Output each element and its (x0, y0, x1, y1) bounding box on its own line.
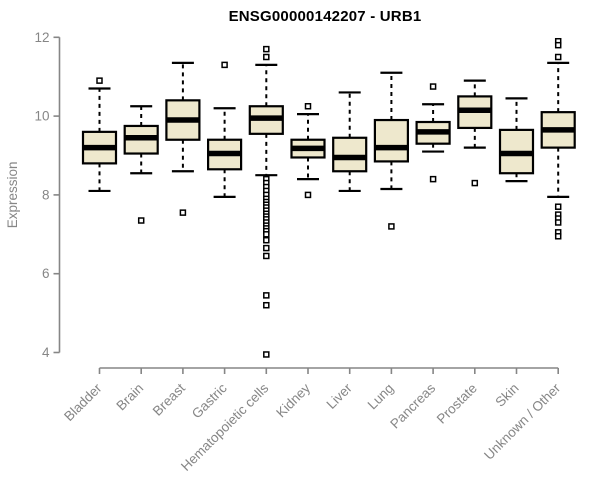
y-tick-label: 6 (42, 266, 50, 281)
outlier-point (554, 219, 562, 226)
outlier-point (263, 231, 270, 238)
chart-title: ENSG00000142207 - URB1 (228, 8, 422, 25)
outlier-point (263, 53, 270, 61)
box-rect (373, 118, 409, 163)
box-group (373, 71, 409, 230)
y-tick-label: 4 (42, 345, 50, 360)
x-tick-label: Pancreas (387, 380, 438, 431)
outlier-point (304, 103, 312, 110)
box-group (540, 37, 576, 240)
box-group (81, 77, 118, 193)
outlier-point (429, 83, 437, 90)
x-tick-label: Lung (365, 381, 397, 413)
box-group (248, 45, 284, 358)
outlier-point (471, 179, 479, 187)
box-rect (332, 136, 368, 173)
x-tick-label: Unknown / Other (481, 380, 564, 463)
x-tick-label: Prostate (434, 381, 480, 427)
outlier-point (554, 41, 562, 49)
y-tick-label: 10 (34, 109, 49, 124)
box-group (207, 61, 243, 198)
box-group (165, 61, 201, 216)
box-group (498, 97, 535, 183)
outlier-point (263, 244, 270, 252)
x-tick-label: Gastric (189, 380, 230, 421)
y-tick-label: 12 (34, 30, 49, 45)
outlier-point (263, 236, 270, 244)
outlier-point (554, 233, 562, 240)
x-tick-label: Kidney (273, 380, 313, 420)
x-tick-label: Skin (492, 381, 521, 410)
box-group (332, 91, 368, 193)
outlier-point (554, 203, 562, 210)
outlier-point (263, 301, 270, 309)
x-tick-label: Brain (113, 381, 146, 414)
box-group (457, 79, 493, 187)
y-axis-title: Expression (5, 162, 20, 229)
outlier-point (96, 77, 103, 84)
x-tick-label: Bladder (61, 380, 105, 424)
outlier-point (137, 217, 145, 224)
outlier-point (263, 292, 270, 299)
outlier-point (304, 191, 312, 199)
outlier-point (554, 53, 562, 61)
box-group (123, 105, 159, 224)
outlier-point (263, 45, 270, 53)
outlier-point (221, 61, 228, 69)
box-group (415, 83, 451, 183)
x-tick-label: Liver (324, 380, 356, 412)
y-tick-label: 8 (42, 187, 50, 202)
outlier-point (429, 175, 437, 183)
outlier-point (179, 209, 187, 216)
outlier-point (263, 351, 270, 358)
outlier-point (263, 252, 270, 260)
outlier-point (388, 223, 395, 230)
box-group (290, 103, 326, 199)
x-tick-label: Breast (150, 380, 188, 418)
